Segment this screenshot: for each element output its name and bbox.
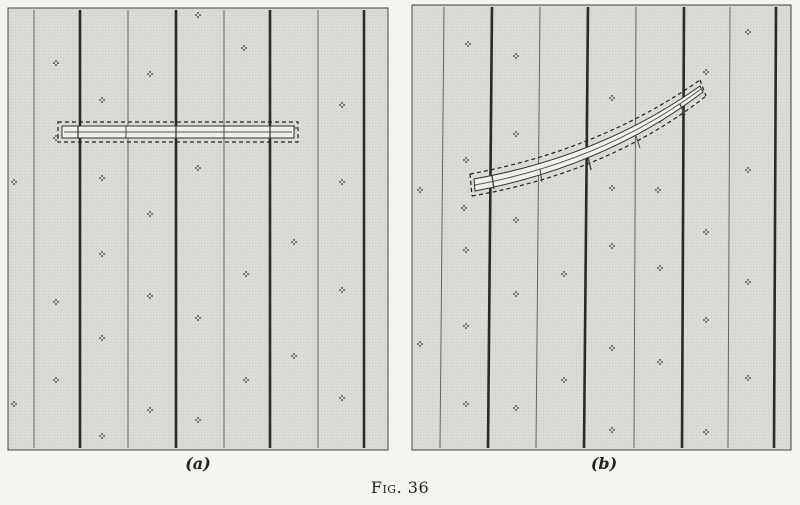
- panel-b-dot: [657, 265, 663, 271]
- panel-a: [7, 7, 389, 451]
- panel-b-curved-strip: [469, 79, 707, 197]
- panel-b-dot: [609, 185, 615, 191]
- panel-b-strip-tick: [491, 175, 495, 190]
- panel-b-dot: [417, 187, 423, 193]
- panel-b: [411, 4, 792, 451]
- panel-a-dot: [99, 433, 105, 439]
- panel-b-strip-outline-top: [469, 79, 701, 175]
- panel-a-dot: [99, 335, 105, 341]
- figure-caption: Fig. 36: [370, 478, 430, 497]
- panel-a-dot: [339, 395, 345, 401]
- panel-b-dot: [657, 359, 663, 365]
- panel-a-dot: [147, 407, 153, 413]
- panel-b-thick-line: [772, 6, 778, 449]
- panel-a-dot-marks: [11, 12, 345, 439]
- panel-b-dot: [745, 279, 751, 285]
- panel-b-dot: [463, 247, 469, 253]
- panel-b-thin-line: [727, 6, 731, 449]
- panel-b-strip-outline-bottom: [471, 95, 707, 197]
- panel-a-dot: [339, 287, 345, 293]
- panel-a-dot: [243, 377, 249, 383]
- panel-b-dot: [655, 187, 661, 193]
- panel-a-dot: [11, 179, 17, 185]
- panel-a-dot: [147, 211, 153, 217]
- panel-a-dot: [291, 353, 297, 359]
- panel-b-dot: [745, 167, 751, 173]
- panel-b-dot: [513, 291, 519, 297]
- panel-b-dot: [745, 375, 751, 381]
- panel-b-strip-tick: [587, 156, 592, 171]
- panel-b-thin-line: [633, 6, 637, 449]
- panel-b-strip-tick: [539, 168, 543, 183]
- panel-a-dot: [147, 293, 153, 299]
- panel-b-strip-tick: [635, 135, 641, 149]
- panel-b-dot: [609, 95, 615, 101]
- panel-b-thick-line: [680, 6, 686, 449]
- panel-b-dot: [609, 243, 615, 249]
- panel-b-dot: [513, 53, 519, 59]
- panel-a-dot: [339, 102, 345, 108]
- panel-b-dot: [609, 427, 615, 433]
- panel-a-dot: [195, 165, 201, 171]
- panel-b-thin-line: [439, 6, 445, 449]
- panel-b-dot: [461, 205, 467, 211]
- panel-a-dot: [195, 12, 201, 18]
- panel-b-thick-line: [582, 6, 590, 449]
- panel-a-straight-strip: [57, 121, 299, 143]
- panel-a-dot: [241, 45, 247, 51]
- panel-b-dot: [745, 29, 751, 35]
- panel-a-dot: [195, 417, 201, 423]
- panel-a-dot: [99, 251, 105, 257]
- panel-b-background: [411, 4, 792, 451]
- panel-a-dot: [195, 315, 201, 321]
- panel-a-dot: [11, 401, 17, 407]
- panel-b-dot: [465, 41, 471, 47]
- panel-a-vertical-lines: [33, 10, 366, 448]
- panel-b-thin-line: [535, 6, 541, 449]
- panel-b-dot: [513, 217, 519, 223]
- panel-b-strip-tick: [679, 103, 686, 116]
- panel-b-dot: [703, 429, 709, 435]
- panel-a-strip-outline: [57, 121, 299, 143]
- panel-b-dot: [703, 317, 709, 323]
- panel-a-dot: [147, 71, 153, 77]
- panel-a-dot: [99, 97, 105, 103]
- panel-b-dot: [463, 323, 469, 329]
- panel-a-dot: [99, 175, 105, 181]
- panel-b-dot: [609, 345, 615, 351]
- panel-a-dot: [339, 179, 345, 185]
- panel-a-label: (a): [185, 454, 211, 473]
- panel-b-vertical-lines: [439, 6, 778, 449]
- panel-b-strip-centerline: [474, 88, 702, 186]
- panel-b-dot: [561, 377, 567, 383]
- panel-a-background: [7, 7, 389, 451]
- panel-a-dot: [53, 377, 59, 383]
- panel-b-dot: [703, 229, 709, 235]
- panel-b-dot: [703, 69, 709, 75]
- panel-b-dot: [417, 341, 423, 347]
- panel-a-dot: [243, 271, 249, 277]
- panel-b-dot: [561, 271, 567, 277]
- panel-a-dot: [53, 60, 59, 66]
- panel-b-dot: [463, 157, 469, 163]
- panel-a-dot: [291, 239, 297, 245]
- panel-a-dot: [53, 299, 59, 305]
- panel-b-thick-line: [486, 6, 494, 449]
- panel-b-dot: [513, 131, 519, 137]
- panel-b-dot: [513, 405, 519, 411]
- panel-b-label: (b): [590, 454, 618, 473]
- panel-b-strip-outline-left: [469, 173, 473, 197]
- panel-b-strip-outline-right: [699, 79, 707, 97]
- panel-b-dot: [463, 401, 469, 407]
